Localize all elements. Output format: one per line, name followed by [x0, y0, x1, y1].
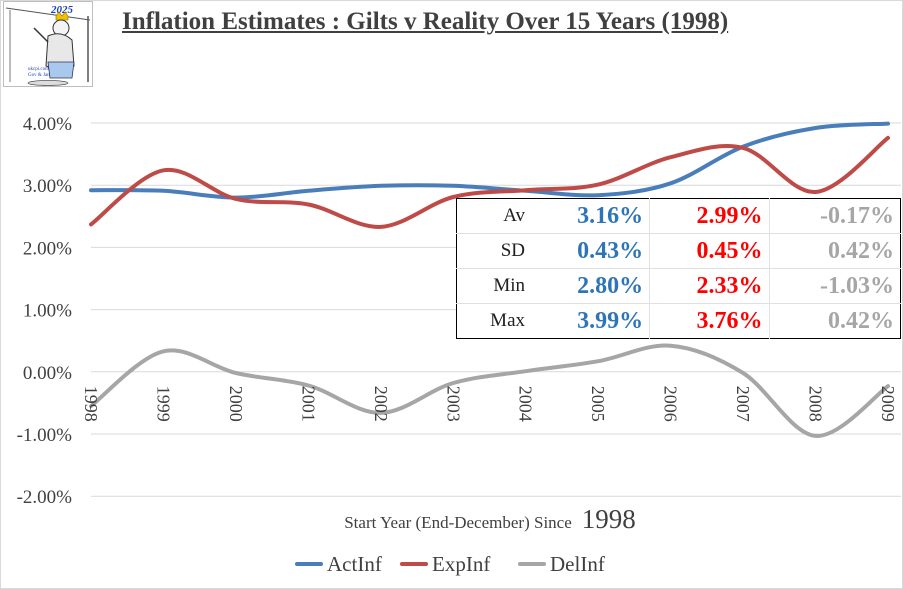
- x-tick-label: 2004: [516, 386, 536, 422]
- svg-text:Gov & Jan: Gov & Jan: [28, 73, 50, 78]
- x-tick-label: 2008: [806, 386, 826, 422]
- stats-row: SD 0.43% 0.45% 0.42%: [456, 233, 901, 269]
- x-tick-label: 2006: [661, 386, 681, 422]
- x-axis-ticks: 1998 1999 2000 2001 2002 2003 2004 2005 2006 2007…: [81, 386, 898, 422]
- stats-value-expinf: 2.33%: [649, 268, 769, 304]
- y-tick-label: 3.00%: [23, 176, 72, 197]
- y-axis-ticks: 4.00% 3.00% 2.00% 1.00% 0.00% -1.00% -2.00%: [17, 114, 73, 508]
- stats-value-delinf: -0.17%: [768, 198, 901, 234]
- y-tick-label: -1.00%: [17, 425, 73, 446]
- stats-row: Max 3.99% 3.76% 0.42%: [456, 303, 901, 339]
- stats-value-actinf: 3.99%: [531, 303, 650, 339]
- y-tick-label: 1.00%: [23, 301, 72, 322]
- stats-value-actinf: 2.80%: [531, 268, 650, 304]
- svg-text:2025: 2025: [50, 4, 74, 16]
- stats-label: SD: [456, 233, 531, 269]
- y-tick-label: 4.00%: [23, 114, 72, 135]
- legend-label: ActInf: [327, 552, 382, 576]
- stats-table: Av 3.16% 2.99% -0.17% SD 0.43% 0.45% 0.42% Min 2.…: [456, 198, 901, 339]
- x-tick-label: 2001: [298, 386, 318, 422]
- x-tick-label: 1999: [153, 386, 173, 422]
- stats-row: Av 3.16% 2.99% -0.17%: [457, 198, 901, 234]
- x-tick-label: 2000: [226, 386, 246, 422]
- legend-label: ExpInf: [432, 552, 490, 576]
- cartoon-logo-icon: 2025 ukcpi.com Gov & Jan: [5, 4, 91, 86]
- x-tick-label: 2005: [588, 386, 608, 422]
- legend-label: DelInf: [550, 552, 605, 576]
- stats-value-expinf: 2.99%: [649, 198, 769, 234]
- stats-value-expinf: 0.45%: [649, 233, 769, 269]
- stats-value-actinf: 3.16%: [577, 202, 644, 229]
- x-tick-label: 2007: [733, 386, 753, 422]
- svg-text:ukcpi.com: ukcpi.com: [28, 67, 49, 72]
- logo: 2025 ukcpi.com Gov & Jan: [3, 1, 93, 87]
- x-tick-label: 2003: [443, 386, 463, 422]
- y-tick-label: 0.00%: [23, 363, 72, 384]
- series-line-delinf: [89, 343, 890, 438]
- stats-value-delinf: 0.42%: [768, 303, 901, 339]
- stats-row: Min 2.80% 2.33% -1.03%: [456, 268, 901, 304]
- chart-title: Inflation Estimates : Gilts v Reality Ov…: [122, 8, 729, 35]
- x-tick-label: 1998: [81, 386, 101, 422]
- stats-value-actinf: 0.43%: [531, 233, 650, 269]
- x-tick-label: 2009: [878, 386, 898, 422]
- stats-label: Min: [456, 268, 531, 304]
- y-tick-label: -2.00%: [17, 487, 73, 508]
- series-line-expinf: [89, 135, 890, 229]
- stats-value-delinf: -1.03%: [768, 268, 901, 304]
- stats-value-expinf: 3.76%: [649, 303, 769, 339]
- stats-value-delinf: 0.42%: [768, 233, 901, 269]
- x-tick-label: 2002: [371, 386, 391, 422]
- stats-label: Max: [456, 303, 531, 339]
- y-tick-label: 2.00%: [23, 238, 72, 259]
- x-axis-label: Start Year (End-December) Since 1998: [344, 504, 636, 534]
- legend: ActInf ExpInf DelInf: [295, 552, 605, 576]
- series-lines: [89, 121, 890, 438]
- stats-label: Av: [503, 205, 525, 226]
